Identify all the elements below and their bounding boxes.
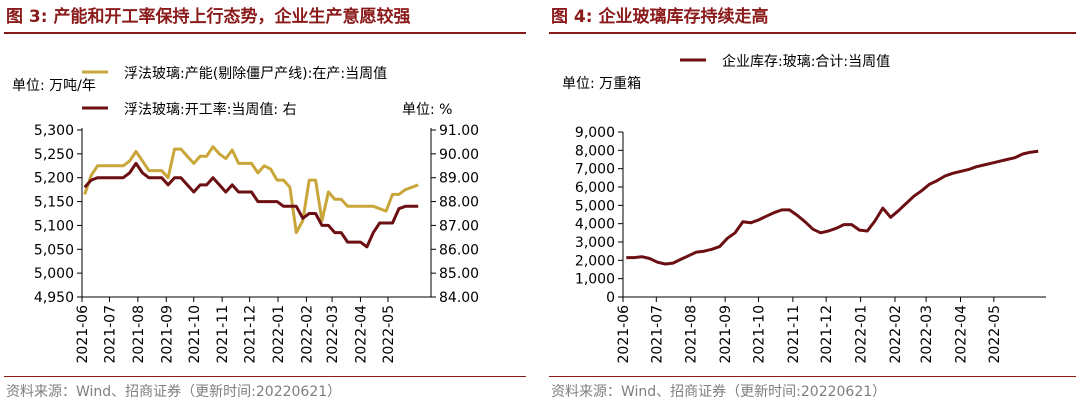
right-x-axis-tick-label: 2022-02 <box>888 305 904 364</box>
right-chart-title: 图 4: 企业玻璃库存持续走高 <box>551 7 769 27</box>
right-x-axis-tick-label: 2021-10 <box>751 305 767 364</box>
inventory-axis-tick-label: 5,000 <box>575 198 615 214</box>
capacity-axis-tick-label: 4,950 <box>34 290 74 306</box>
inventory-axis-tick-label: 2,000 <box>575 253 615 269</box>
right-x-axis-tick-label: 2021-08 <box>684 305 700 364</box>
inventory-axis-tick-label: 3,000 <box>575 235 615 251</box>
capacity-axis-tick-label: 5,200 <box>34 171 74 187</box>
right-axis-unit: 单位: % <box>402 102 452 118</box>
utilization-axis-tick-label: 89.00 <box>439 171 479 187</box>
inventory-axis-tick-label: 8,000 <box>575 143 615 159</box>
right-x-axis-tick-label: 2021-11 <box>786 305 802 364</box>
legend-label-utilization: 浮法玻璃:开工率:当周值: 右 <box>124 101 297 118</box>
right-x-axis-tick-label: 2021-12 <box>819 305 835 364</box>
left-x-axis-tick-label: 2021-10 <box>187 305 203 364</box>
utilization-series-line <box>83 161 419 249</box>
left-source-note: 资料来源：Wind、招商证券（更新时间:20220621） <box>6 384 342 400</box>
inventory-series-line <box>626 149 1039 266</box>
left-x-axis-tick-label: 2022-04 <box>353 305 369 364</box>
left-chart: 浮法玻璃:产能(剔除僵尸产线):在产:当周值 浮法玻璃:开工率:当周值: 右 单… <box>12 65 479 364</box>
utilization-axis-tick-label: 88.00 <box>439 195 479 211</box>
left-x-axis-tick-label: 2022-01 <box>271 305 287 364</box>
legend-label-capacity: 浮法玻璃:产能(剔除僵尸产线):在产:当周值 <box>124 65 387 82</box>
utilization-axis-tick-label: 85.00 <box>439 266 479 282</box>
left-x-axis-tick-label: 2021-06 <box>75 305 91 364</box>
capacity-axis-tick-label: 5,050 <box>34 242 74 258</box>
left-source-divider <box>4 376 526 377</box>
utilization-axis-tick-label: 91.00 <box>439 123 479 139</box>
capacity-axis-tick-label: 5,100 <box>34 218 74 234</box>
capacity-axis-tick-label: 5,250 <box>34 147 74 163</box>
left-title-divider <box>4 32 526 34</box>
right-x-axis-tick-label: 2022-01 <box>854 305 870 364</box>
utilization-axis-tick-label: 87.00 <box>439 218 479 234</box>
left-axis-unit: 单位: 万吨/年 <box>12 78 96 94</box>
inventory-axis-tick-label: 4,000 <box>575 217 615 233</box>
capacity-series-line <box>83 145 419 235</box>
right-chart: 企业库存:玻璃:合计:当周值 单位: 万重箱 9,000 8,000 7,000 6,… <box>562 53 1046 364</box>
right-x-axis-tick-label: 2022-04 <box>954 305 970 364</box>
right-source-divider <box>549 376 1076 377</box>
right-x-axis-tick-label: 2021-07 <box>649 305 665 364</box>
capacity-axis-tick-label: 5,000 <box>34 266 74 282</box>
left-x-axis-tick-label: 2021-07 <box>102 305 118 364</box>
right-x-axis-tick-label: 2022-05 <box>987 305 1003 364</box>
right-legend: 企业库存:玻璃:合计:当周值 <box>680 53 890 70</box>
right-x-axis-tick-label: 2021-06 <box>616 305 632 364</box>
left-x-axis-tick-label: 2021-11 <box>215 305 231 364</box>
inventory-axis-tick-label: 7,000 <box>575 162 615 178</box>
left-x-axis-tick-label: 2021-12 <box>243 305 259 364</box>
capacity-axis-tick-label: 5,150 <box>34 195 74 211</box>
left-x-axis-tick-label: 2022-05 <box>381 305 397 364</box>
left-x-axis-tick-label: 2022-02 <box>299 305 315 364</box>
left-x-axis-tick-label: 2021-09 <box>159 305 175 364</box>
left-x-axis-tick-label: 2022-03 <box>325 305 341 364</box>
right-x-axis-tick-label: 2021-09 <box>718 305 734 364</box>
left-legend: 浮法玻璃:产能(剔除僵尸产线):在产:当周值 浮法玻璃:开工率:当周值: 右 <box>82 65 387 118</box>
inventory-axis-tick-label: 1,000 <box>575 272 615 288</box>
right-title-divider <box>549 32 1076 34</box>
utilization-axis-tick-label: 90.00 <box>439 147 479 163</box>
legend-label-inventory: 企业库存:玻璃:合计:当周值 <box>722 53 890 70</box>
inventory-axis-unit: 单位: 万重箱 <box>562 76 641 92</box>
inventory-axis-tick-label: 9,000 <box>575 125 615 141</box>
left-chart-title: 图 3: 产能和开工率保持上行态势，企业生产意愿较强 <box>6 7 411 27</box>
right-source-note: 资料来源：Wind、招商证券（更新时间:20220621） <box>551 384 887 400</box>
right-x-axis-tick-label: 2022-03 <box>919 305 935 364</box>
inventory-axis-tick-label: 0 <box>606 290 615 306</box>
inventory-axis-tick-label: 6,000 <box>575 180 615 196</box>
left-x-axis-tick-label: 2021-08 <box>131 305 147 364</box>
utilization-axis-tick-label: 84.00 <box>439 290 479 306</box>
utilization-axis-tick-label: 86.00 <box>439 242 479 258</box>
capacity-axis-tick-label: 5,300 <box>34 123 74 139</box>
